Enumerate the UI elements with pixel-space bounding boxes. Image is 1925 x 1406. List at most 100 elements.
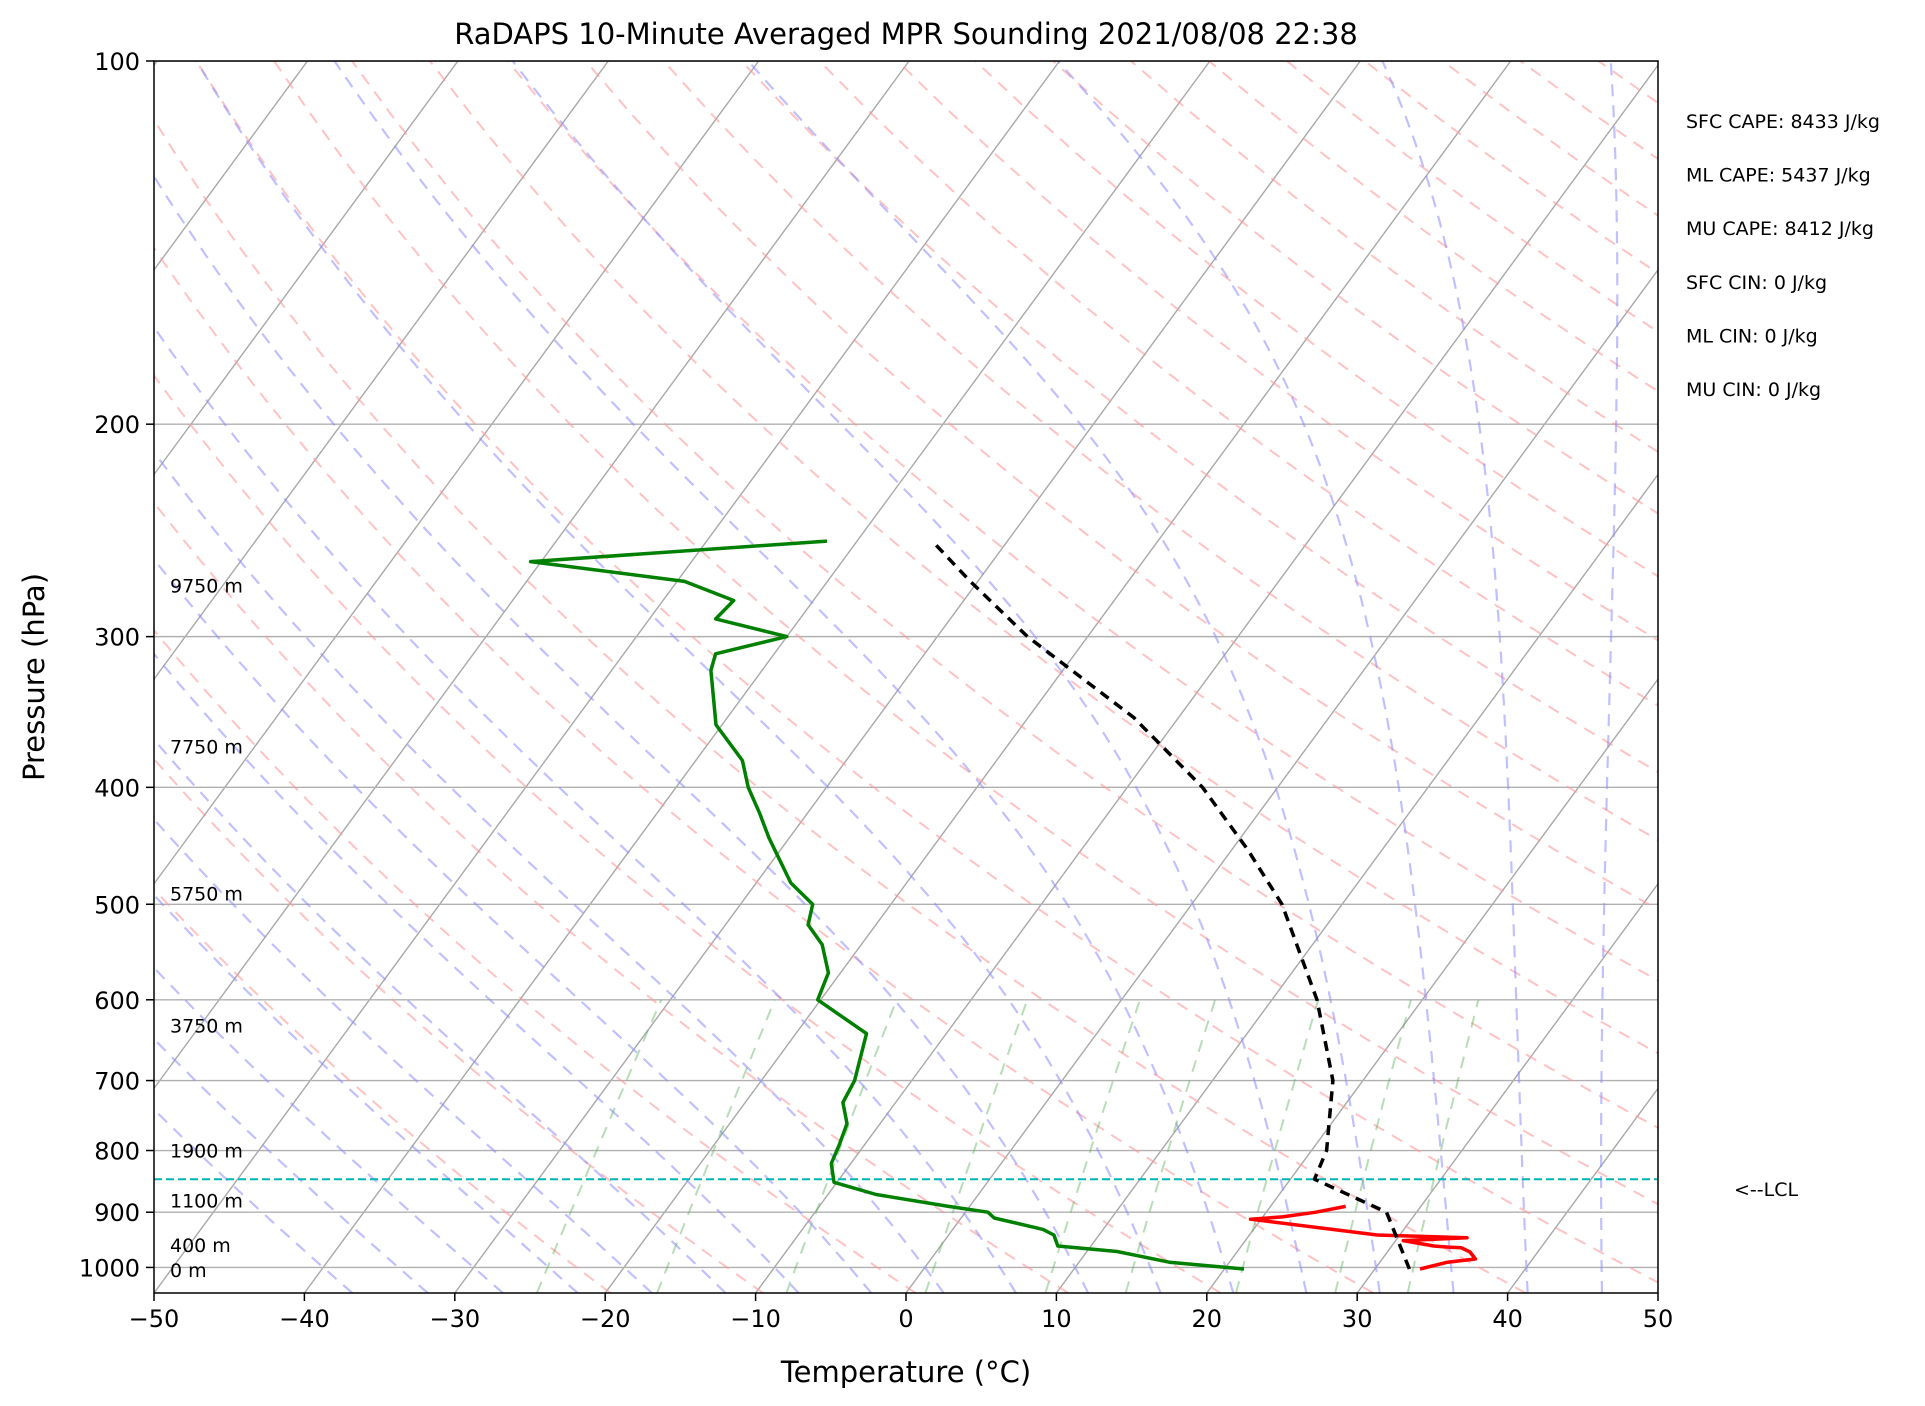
mixing-ratio-line: [535, 999, 663, 1293]
moist-adiabat-line: [154, 450, 945, 1293]
dry-adiabat-line: [154, 373, 1222, 1293]
x-tick-label: 20: [1192, 1305, 1223, 1333]
x-tick-label: 30: [1342, 1305, 1373, 1333]
moist-adiabat-line: [154, 1037, 429, 1293]
y-tick-label: 700: [94, 1068, 140, 1096]
moist-adiabat-line: [195, 61, 1162, 1293]
dry-adiabat-line: [740, 61, 1658, 774]
isotherm-line: [154, 61, 1061, 1293]
x-tick-label: −20: [580, 1305, 631, 1333]
x-axis-label: Temperature (°C): [780, 1355, 1031, 1389]
y-axis: 100 200 300 400 500 600 700 800 900 1000: [79, 48, 154, 1282]
dry-adiabat-line: [195, 61, 1658, 1284]
dry-adiabat-line: [1441, 61, 1658, 217]
stat-line: MU CIN: 0 J/kg: [1686, 379, 1821, 401]
data-lines: [154, 539, 1658, 1271]
moist-adiabat-line: [154, 174, 1090, 1293]
dry-adiabat-line: [1676, 61, 1925, 1293]
moist-adiabat-line: [333, 61, 1235, 1293]
isotherm-line: [1055, 473, 1658, 1293]
isotherm-line: [1356, 882, 1658, 1293]
mixing-ratio-line: [1406, 999, 1480, 1293]
y-tick-label: 400: [94, 774, 140, 802]
mixing-ratio-line: [924, 999, 1029, 1293]
height-label: 5750 m: [170, 884, 243, 906]
moist-adiabat-line: [1057, 61, 1455, 1293]
moist-adiabat-line: [154, 966, 504, 1293]
height-label: 3750 m: [170, 1015, 243, 1037]
dry-adiabat-line: [273, 61, 1658, 1206]
dry-adiabat-line: [896, 61, 1658, 642]
mixing-ratio-line: [656, 999, 776, 1293]
isotherm-line: [303, 61, 1211, 1293]
parcel-profile-line: [931, 539, 1412, 1270]
isotherm-line: [755, 64, 1658, 1293]
dry-adiabat-line: [154, 887, 612, 1293]
x-tick-label: −40: [279, 1305, 330, 1333]
dry-adiabat-line: [429, 61, 1658, 1055]
dry-adiabat-line: [1130, 61, 1658, 454]
moist-adiabat-line: [154, 557, 873, 1293]
height-label: 9750 m: [170, 575, 243, 597]
dry-adiabat-line: [1052, 61, 1658, 515]
lcl-label: <--LCL: [1734, 1179, 1798, 1201]
dry-adiabat-line: [154, 501, 1069, 1293]
dry-adiabat-line: [662, 61, 1658, 842]
dry-adiabat-line: [584, 61, 1658, 911]
dry-adiabat-line: [507, 61, 1658, 982]
isotherm-line: [154, 61, 760, 885]
x-tick-label: −30: [429, 1305, 480, 1333]
isotherm-line: [454, 61, 1361, 1293]
mixing-ratio-line: [785, 999, 898, 1293]
stat-line: ML CAPE: 5437 J/kg: [1686, 165, 1871, 187]
dry-adiabat-line: [1597, 61, 1658, 105]
mixing-ratio-line: [1334, 999, 1412, 1293]
stat-line: MU CAPE: 8412 J/kg: [1686, 218, 1874, 240]
isotherm-line: [604, 61, 1512, 1293]
isotherm-line: [1657, 1291, 1658, 1293]
isotherm-line: [154, 61, 459, 476]
stat-line: SFC CAPE: 8433 J/kg: [1686, 111, 1880, 133]
height-label: 1900 m: [170, 1141, 243, 1163]
y-axis-label: Pressure (hPa): [17, 573, 51, 781]
moist-adiabat-line: [154, 652, 800, 1293]
background-lines: [154, 61, 1925, 1293]
dry-adiabat-line: [154, 628, 917, 1293]
mixing-ratio-line: [1235, 999, 1320, 1293]
isotherm-line: [154, 61, 910, 1090]
x-tick-label: −10: [730, 1305, 781, 1333]
y-tick-label: 1000: [79, 1254, 140, 1282]
y-tick-label: 900: [94, 1199, 140, 1227]
dry-adiabat-line: [154, 246, 1374, 1293]
y-tick-label: 300: [94, 624, 140, 652]
height-label: 1100 m: [170, 1190, 243, 1212]
temperature-profile-line: [1248, 1204, 1478, 1271]
moist-adiabat-line: [154, 325, 1017, 1293]
x-tick-label: 50: [1643, 1305, 1674, 1333]
stat-line: SFC CIN: 0 J/kg: [1686, 272, 1827, 294]
x-tick-label: 40: [1492, 1305, 1523, 1333]
dry-adiabat-line: [1754, 61, 1925, 1293]
dry-adiabat-line: [351, 61, 1658, 1129]
moist-adiabat-line: [154, 1107, 354, 1293]
moist-adiabat-line: [154, 738, 727, 1293]
dewpoint-profile-line: [528, 539, 1245, 1271]
y-tick-label: 800: [94, 1138, 140, 1166]
dry-adiabat-line: [154, 757, 764, 1293]
dry-adiabat-line: [1519, 61, 1658, 161]
x-tick-label: 0: [898, 1305, 913, 1333]
mixing-ratio-line: [1044, 999, 1141, 1293]
y-tick-label: 200: [94, 411, 140, 439]
moist-adiabat-line: [1381, 61, 1529, 1293]
moist-adiabat-line: [154, 817, 653, 1293]
height-labels: 9750 m 7750 m 5750 m 3750 m 1900 m 1100 m 400 …: [170, 575, 243, 1282]
isotherm-line: [905, 268, 1658, 1293]
stats-panel: SFC CAPE: 8433 J/kg ML CAPE: 5437 J/kg MU …: [1686, 111, 1880, 401]
moist-adiabat-line: [511, 61, 1308, 1293]
x-tick-label: 10: [1041, 1305, 1072, 1333]
y-tick-label: 500: [94, 891, 140, 919]
dry-adiabat-line: [1364, 61, 1658, 275]
height-label: 0 m: [170, 1260, 207, 1282]
moist-adiabat-line: [154, 893, 579, 1293]
